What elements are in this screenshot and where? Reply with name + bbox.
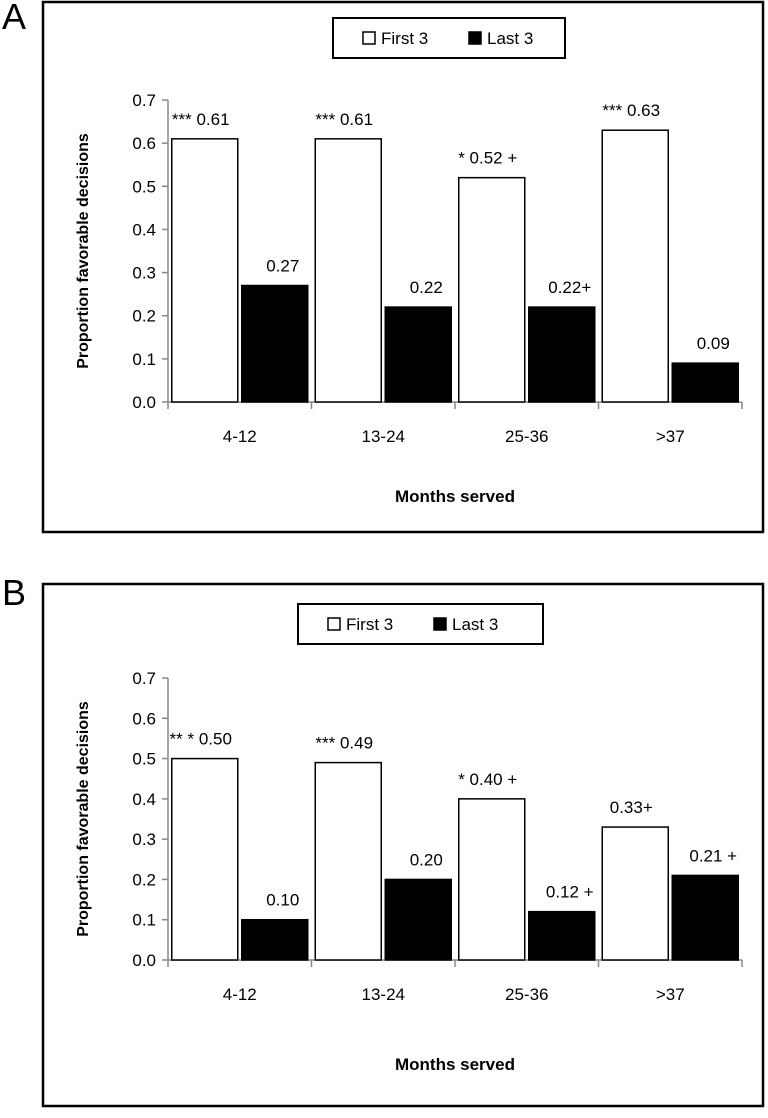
chart-panel-a: 0.0 0.1 0.2 0.3 0.4 0.5 0.6 0.7 4-12 *** 0.61 0.27… xyxy=(41,0,765,534)
x-tick-label: 4-12 xyxy=(223,985,257,1004)
data-label: 0.22 xyxy=(410,278,443,297)
y-axis-title: Proportion favorable decisions xyxy=(75,701,92,937)
data-label: 0.22+ xyxy=(548,278,591,297)
bar-last-3 xyxy=(671,874,739,961)
panel-letter-a: A xyxy=(2,0,27,37)
bar-first-3 xyxy=(314,761,382,961)
legend-swatch-first-3 xyxy=(362,31,376,45)
bar-last-3 xyxy=(528,306,596,403)
data-label: 0.12 + xyxy=(546,883,594,902)
bar-first-3 xyxy=(171,757,239,961)
y-tick-label: 0.5 xyxy=(132,177,156,196)
data-label: 0.20 xyxy=(410,850,443,869)
data-label: 0.21 + xyxy=(689,846,737,865)
y-tick-label: 0.0 xyxy=(132,393,156,412)
data-label: *** 0.61 xyxy=(172,110,230,129)
x-tick-label: 4-12 xyxy=(223,427,257,446)
y-tick-label: 0.7 xyxy=(132,91,156,110)
chart-frame xyxy=(41,582,765,1108)
x-tick-label: >37 xyxy=(656,985,685,1004)
legend-label-first-3: First 3 xyxy=(346,615,393,634)
x-axis-title: Months served xyxy=(395,1055,515,1074)
y-tick-label: 0.1 xyxy=(132,911,156,930)
chart-frame xyxy=(41,0,765,534)
bar-last-3 xyxy=(384,878,452,961)
y-axis-title: Proportion favorable decisions xyxy=(75,133,92,369)
legend-label-first-3: First 3 xyxy=(381,29,428,48)
bar-first-3 xyxy=(601,129,669,403)
x-tick-label: 25-36 xyxy=(505,985,548,1004)
x-tick-label: 13-24 xyxy=(362,427,405,446)
x-tick-label: 13-24 xyxy=(362,985,405,1004)
x-axis-title: Months served xyxy=(395,487,515,506)
y-tick-label: 0.4 xyxy=(132,220,156,239)
bar-first-3 xyxy=(171,138,239,403)
panel-letter-b: B xyxy=(2,572,27,613)
legend-swatch-last-3 xyxy=(433,617,447,631)
bar-last-3 xyxy=(384,306,452,403)
x-tick-label: 25-36 xyxy=(505,427,548,446)
data-label: ** * 0.50 xyxy=(170,730,232,749)
bar-first-3 xyxy=(601,826,669,961)
y-tick-label: 0.7 xyxy=(132,669,156,688)
chart-panel-b: 0.0 0.1 0.2 0.3 0.4 0.5 0.6 0.7 4-12 ** * 0.50 0.1… xyxy=(41,582,765,1108)
data-label: 0.10 xyxy=(266,891,299,910)
legend-label-last-3: Last 3 xyxy=(487,29,533,48)
y-tick-label: 0.3 xyxy=(132,264,156,283)
legend-label-last-3: Last 3 xyxy=(452,615,498,634)
data-label: 0.27 xyxy=(266,257,299,276)
bar-first-3 xyxy=(314,138,382,403)
bar-first-3 xyxy=(458,798,526,961)
x-tick-label: >37 xyxy=(656,427,685,446)
legend-swatch-last-3 xyxy=(468,31,482,45)
y-tick-label: 0.3 xyxy=(132,830,156,849)
y-tick-label: 0.4 xyxy=(132,790,156,809)
data-label: *** 0.49 xyxy=(315,734,373,753)
data-label: * 0.52 + xyxy=(458,149,517,168)
y-tick-label: 0.0 xyxy=(132,951,156,970)
bar-last-3 xyxy=(241,918,309,961)
data-label: 0.33+ xyxy=(610,798,653,817)
bar-last-3 xyxy=(528,910,596,961)
data-label: *** 0.63 xyxy=(602,101,660,120)
data-label: * 0.40 + xyxy=(458,770,517,789)
y-tick-label: 0.2 xyxy=(132,870,156,889)
bar-last-3 xyxy=(241,284,309,403)
legend-swatch-first-3 xyxy=(327,617,341,631)
y-tick-label: 0.5 xyxy=(132,750,156,769)
data-label: 0.09 xyxy=(697,334,730,353)
y-tick-label: 0.2 xyxy=(132,307,156,326)
y-tick-label: 0.1 xyxy=(132,350,156,369)
data-label: *** 0.61 xyxy=(315,110,373,129)
bar-first-3 xyxy=(458,176,526,403)
bar-last-3 xyxy=(671,362,739,403)
y-tick-label: 0.6 xyxy=(132,134,156,153)
y-tick-label: 0.6 xyxy=(132,709,156,728)
